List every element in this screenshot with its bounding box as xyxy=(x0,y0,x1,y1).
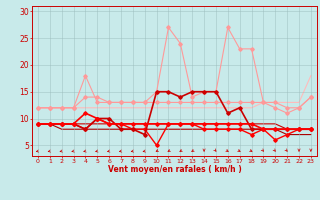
X-axis label: Vent moyen/en rafales ( km/h ): Vent moyen/en rafales ( km/h ) xyxy=(108,165,241,174)
